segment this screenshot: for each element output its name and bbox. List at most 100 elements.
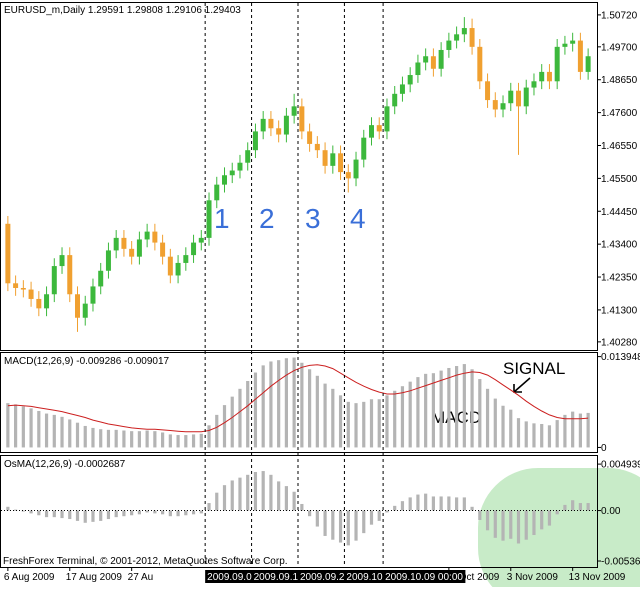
y-tick-label: 1.44450 <box>601 207 638 218</box>
vertical-marker-label: 2009.10.09 00:00 <box>385 572 463 583</box>
osma-bar <box>91 510 95 522</box>
osma-bar <box>424 493 428 511</box>
y-tick-label: 1.46550 <box>601 141 638 152</box>
vertical-marker-label-box <box>251 570 301 583</box>
osma-bar <box>292 491 296 511</box>
vertical-marker-label-box <box>298 570 347 583</box>
osma-bar <box>277 481 281 511</box>
osma-bar <box>114 510 118 518</box>
y-tick-label: 0.004939 <box>601 460 640 471</box>
macd-bar <box>571 411 575 448</box>
osma-bar <box>485 510 490 531</box>
candle-body <box>222 175 227 185</box>
osma-bar <box>230 480 234 511</box>
vertical-marker-label: 2009.09.1 <box>254 572 299 583</box>
osma-bar <box>455 497 459 511</box>
candle-body <box>438 49 444 69</box>
osma-bar <box>261 471 265 511</box>
osma-bar <box>14 509 18 511</box>
candle-body <box>392 93 398 107</box>
candle-body <box>136 239 142 257</box>
candle-body <box>245 150 251 163</box>
macd-bar <box>277 360 281 448</box>
candle-body <box>562 43 568 47</box>
osma-bar <box>37 510 41 516</box>
plot-layer: 1.50720 1.49700 1.48650 1.47600 1.46550 1.455… <box>1 3 640 583</box>
candle-body <box>516 90 521 107</box>
candle-body <box>36 298 42 309</box>
vertical-marker-label: 2009.10. <box>346 572 385 583</box>
osma-bar <box>145 510 149 513</box>
candle-body <box>237 162 243 171</box>
candle-body <box>98 270 104 287</box>
candle-body <box>454 34 460 41</box>
macd-bar <box>540 423 544 448</box>
macd-bar <box>246 381 250 448</box>
macd-bar <box>6 403 10 448</box>
candle-body <box>546 71 552 82</box>
macd-panel <box>0 352 598 453</box>
macd-bar <box>586 412 590 448</box>
osma-bar <box>29 510 33 514</box>
osma-bar <box>509 510 513 539</box>
y-tick-label: 1.40280 <box>601 337 638 348</box>
y-tick-label: 1.50720 <box>601 10 638 21</box>
candle-body <box>28 289 34 299</box>
osma-bar <box>362 510 366 534</box>
osma-bar <box>99 510 103 521</box>
candle-body <box>198 237 204 243</box>
signal-line <box>7 364 589 433</box>
y-tick-label: 1.49700 <box>601 42 638 53</box>
osma-bar <box>416 494 420 511</box>
candle-body <box>399 84 405 94</box>
macd-bar <box>455 366 459 448</box>
macd-bar <box>485 388 490 448</box>
x-tick-label: 22 Oct 2009 <box>445 572 500 583</box>
osma-bar <box>191 510 196 515</box>
osma-bar <box>308 510 312 517</box>
candle-body <box>291 106 297 116</box>
candle-body <box>113 237 119 251</box>
osma-bar <box>122 510 126 517</box>
candle-body <box>191 242 197 256</box>
macd-bar <box>230 396 234 448</box>
macd-bar <box>60 416 64 448</box>
osma-bar <box>563 504 567 511</box>
osma-bar <box>168 510 172 517</box>
price-header: EURUSD_m,Daily 1.29591 1.29808 1.29106 1… <box>4 5 241 16</box>
y-tick-label: 1.41300 <box>601 305 638 316</box>
osma-bar <box>215 492 219 511</box>
y-tick-label: 1.47600 <box>601 108 638 119</box>
osma-bar <box>516 510 521 544</box>
macd-bar <box>161 432 165 448</box>
macd-bar <box>408 381 412 448</box>
vertical-marker-label-box <box>383 570 466 583</box>
candle-body <box>283 115 289 135</box>
candle-body <box>252 131 258 151</box>
macd-bar <box>137 431 141 448</box>
osma-header: OsMA(12,26,9) -0.0002687 <box>4 459 126 470</box>
macd-bar <box>215 414 219 448</box>
osma-bar <box>269 474 273 511</box>
copyright: FreshForex Terminal, © 2001-2012, MetaQu… <box>3 556 288 567</box>
osma-bar <box>470 506 474 511</box>
candle-body <box>322 150 328 166</box>
macd-bar <box>524 421 528 448</box>
candle-body <box>376 125 382 132</box>
candle-body <box>160 242 166 257</box>
osma-bar <box>540 510 544 530</box>
macd-bar <box>153 431 157 448</box>
candle-body <box>121 237 127 249</box>
macd-bar <box>261 365 265 448</box>
macd-bar <box>300 362 304 448</box>
macd-bar <box>493 398 497 448</box>
osma-bar <box>439 496 443 511</box>
candle-body <box>523 87 529 107</box>
candle-body <box>554 46 560 82</box>
osma-panel <box>0 455 598 568</box>
y-tick-label: 0.00 <box>601 506 621 517</box>
osma-bar <box>578 503 582 511</box>
macd-bar <box>346 401 350 448</box>
